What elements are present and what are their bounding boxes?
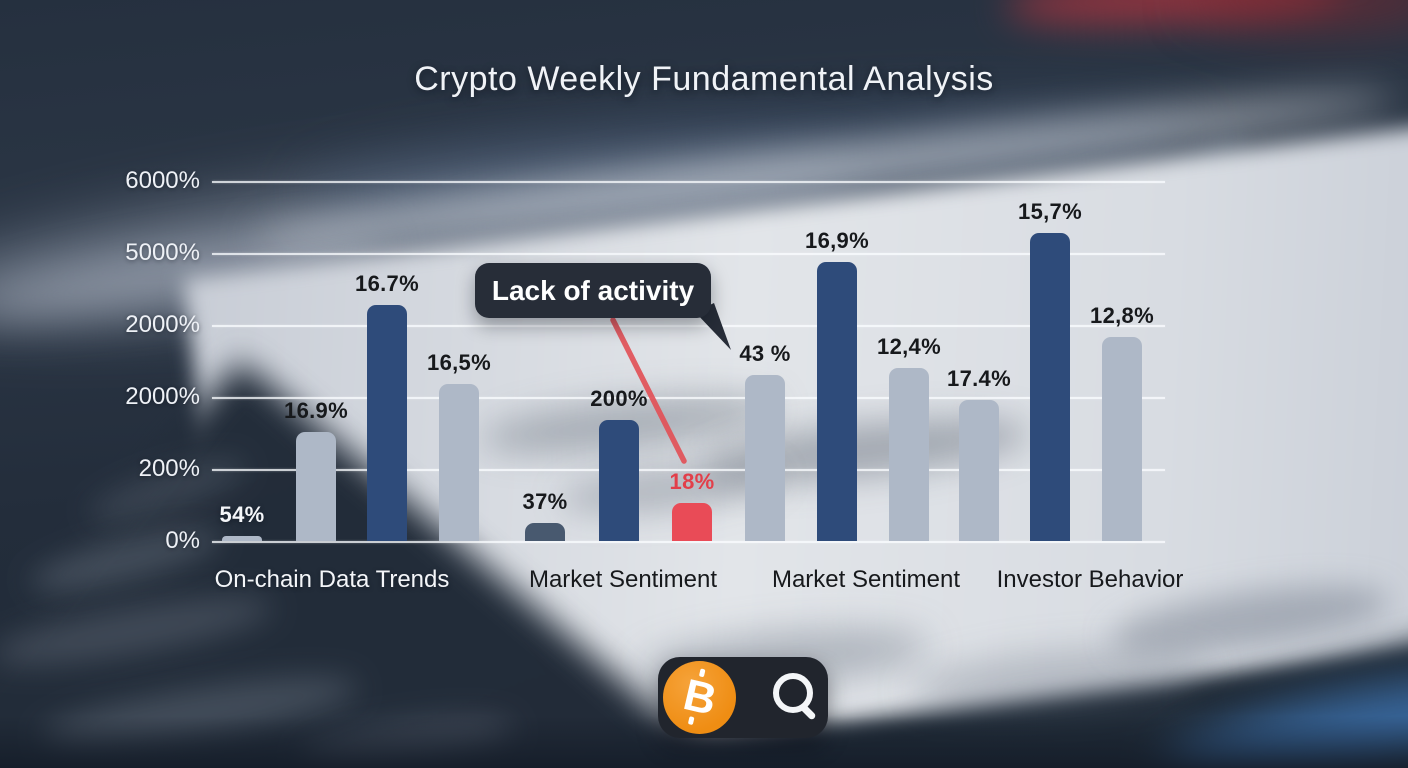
gridline (212, 469, 1165, 471)
bar-value-label: 18% (669, 469, 715, 494)
chart-title: Crypto Weekly Fundamental Analysis (414, 60, 994, 98)
gridline (212, 253, 1165, 255)
bar-value-label: 16.9% (284, 398, 348, 423)
bar (222, 536, 262, 541)
bar-value-label: 54% (219, 502, 265, 527)
category-label: Market Sentiment (528, 566, 718, 593)
footer-badge: B (658, 657, 828, 738)
bar-value-label: 200% (590, 386, 648, 411)
bitcoin-glyph: B (678, 669, 721, 725)
bar (1030, 233, 1070, 541)
bar-value-label: 37% (522, 489, 568, 514)
bar-value-label: 16.7% (355, 271, 419, 296)
bar (889, 368, 929, 541)
bar (672, 503, 712, 541)
gridline (212, 181, 1165, 183)
y-axis-tick-label: 6000% (125, 167, 200, 194)
y-axis-tick-label: 2000% (125, 383, 200, 410)
bar (745, 375, 785, 541)
y-axis-tick-label: 5000% (125, 239, 200, 266)
gridline (212, 397, 1165, 399)
category-label: Market Sentiment (771, 566, 961, 593)
bar (367, 305, 407, 541)
search-icon (773, 673, 813, 713)
y-axis-tick-label: 0% (165, 527, 200, 554)
gridline (212, 541, 1165, 543)
y-axis-tick-label: 200% (138, 455, 200, 482)
callout-bubble: Lack of activity (475, 263, 711, 318)
bar-value-label: 12,8% (1090, 303, 1154, 328)
gridline (212, 325, 1165, 327)
bitcoin-icon: B (663, 661, 736, 734)
bar-value-label: 17.4% (947, 366, 1011, 391)
bar (817, 262, 857, 541)
category-label: On-chain Data Trends (214, 566, 450, 593)
callout-text: Lack of activity (491, 274, 695, 306)
bar (959, 400, 999, 541)
bar (1102, 337, 1142, 541)
bar (525, 523, 565, 541)
bar (296, 432, 336, 541)
y-axis-tick-label: 2000% (125, 311, 200, 338)
bar-value-label: 43 % (739, 341, 791, 366)
bar-value-label: 12,4% (877, 334, 941, 359)
bar-value-label: 16,5% (427, 350, 491, 375)
category-label: Investor Behavior (996, 566, 1184, 593)
bar (439, 384, 479, 541)
bar-value-label: 15,7% (1018, 199, 1082, 224)
bar-value-label: 16,9% (805, 228, 869, 253)
